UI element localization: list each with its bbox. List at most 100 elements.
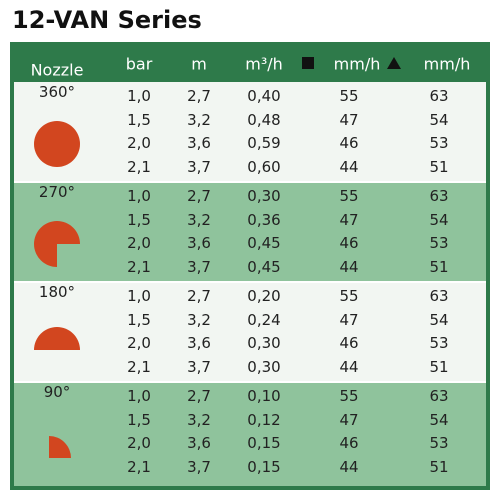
table: Nozzle bar m m³/h mm/h mm/h 360° 1,0 2,7 0,40 55 63…	[10, 42, 490, 490]
cell: 2,0	[127, 334, 151, 352]
cell: 44	[339, 157, 359, 176]
cell: 0,10	[247, 387, 281, 405]
cell: 3,6	[187, 334, 211, 352]
cell: 53	[429, 434, 449, 452]
cell: 54	[429, 110, 449, 129]
cell: 63	[429, 87, 449, 105]
cell: 0,15	[247, 434, 281, 452]
cell: 47	[339, 410, 359, 429]
nozzle-angle: 270°	[38, 183, 76, 201]
cell: 0,12	[247, 410, 281, 429]
cell: 53	[429, 334, 449, 352]
cell: 51	[429, 157, 449, 176]
cell: 63	[429, 287, 449, 305]
cell: 51	[429, 457, 449, 476]
cell: 3,2	[187, 110, 211, 129]
cell: 3,2	[187, 410, 211, 429]
cell: 63	[429, 387, 449, 405]
nozzle-shape	[34, 121, 80, 167]
nozzle-shape	[34, 221, 80, 267]
cell: 51	[429, 257, 449, 276]
cell: 1,0	[127, 87, 151, 105]
triangle-icon	[387, 57, 401, 69]
cell: 2,0	[127, 234, 151, 252]
cell: 44	[339, 357, 359, 376]
cell: 0,36	[247, 210, 281, 229]
nozzle-angle: 180°	[38, 283, 76, 301]
cell: 1,0	[127, 287, 151, 305]
cell: 55	[339, 187, 359, 205]
cell: 47	[339, 310, 359, 329]
cell: 3,7	[187, 157, 211, 176]
cell: 55	[339, 387, 359, 405]
header-cell: Nozzle	[30, 60, 84, 80]
cell: 53	[429, 134, 449, 152]
cell: 2,7	[187, 387, 211, 405]
header-cell: mm/h	[333, 54, 381, 74]
cell: 54	[429, 310, 449, 329]
nozzle-shape	[49, 436, 71, 458]
group-background	[14, 282, 486, 382]
cell: 2,1	[127, 357, 151, 376]
cell: 3,7	[187, 257, 211, 276]
cell: 0,59	[247, 134, 281, 152]
cell: 1,5	[127, 310, 151, 329]
cell: 47	[339, 110, 359, 129]
cell: 46	[339, 334, 359, 352]
cell: 46	[339, 134, 359, 152]
cell: 3,7	[187, 457, 211, 476]
cell: 3,6	[187, 234, 211, 252]
cell: 3,2	[187, 310, 211, 329]
cell: 1,5	[127, 210, 151, 229]
cell: 46	[339, 434, 359, 452]
title: 12-VAN Series	[12, 6, 202, 34]
cell: 0,15	[247, 457, 281, 476]
cell: 0,60	[247, 157, 281, 176]
cell: 2,1	[127, 157, 151, 176]
cell: 2,7	[187, 287, 211, 305]
cell: 0,45	[247, 257, 281, 276]
square-icon	[302, 57, 314, 69]
group-background	[14, 82, 486, 182]
cell: 47	[339, 210, 359, 229]
header-cell: bar	[125, 54, 153, 74]
cell: 0,30	[247, 334, 281, 352]
cell: 46	[339, 234, 359, 252]
cell: 1,5	[127, 110, 151, 129]
header-cell: mm/h	[423, 54, 471, 74]
cell: 55	[339, 87, 359, 105]
cell: 3,6	[187, 434, 211, 452]
cell: 3,7	[187, 357, 211, 376]
header-cell: m³/h	[245, 54, 283, 74]
cell: 51	[429, 357, 449, 376]
cell: 63	[429, 187, 449, 205]
cell: 0,30	[247, 357, 281, 376]
cell: 54	[429, 210, 449, 229]
cell: 3,2	[187, 210, 211, 229]
cell: 0,48	[247, 110, 281, 129]
nozzle-shape	[34, 327, 80, 350]
cell: 54	[429, 410, 449, 429]
cell: 2,0	[127, 434, 151, 452]
nozzle-angle: 90°	[43, 383, 71, 401]
cell: 55	[339, 287, 359, 305]
cell: 1,0	[127, 387, 151, 405]
cell: 1,5	[127, 410, 151, 429]
cell: 2,7	[187, 187, 211, 205]
cell: 0,30	[247, 187, 281, 205]
cell: 1,0	[127, 187, 151, 205]
cell: 2,0	[127, 134, 151, 152]
cell: 44	[339, 457, 359, 476]
cell: 0,40	[247, 87, 281, 105]
cell: 2,1	[127, 457, 151, 476]
cell: 53	[429, 234, 449, 252]
cell: 44	[339, 257, 359, 276]
cell: 3,6	[187, 134, 211, 152]
cell: 0,45	[247, 234, 281, 252]
cell: 2,7	[187, 87, 211, 105]
cell: 0,20	[247, 287, 281, 305]
cell: 0,24	[247, 310, 281, 329]
table-graphics	[14, 57, 486, 486]
nozzle-angle: 360°	[38, 83, 76, 101]
